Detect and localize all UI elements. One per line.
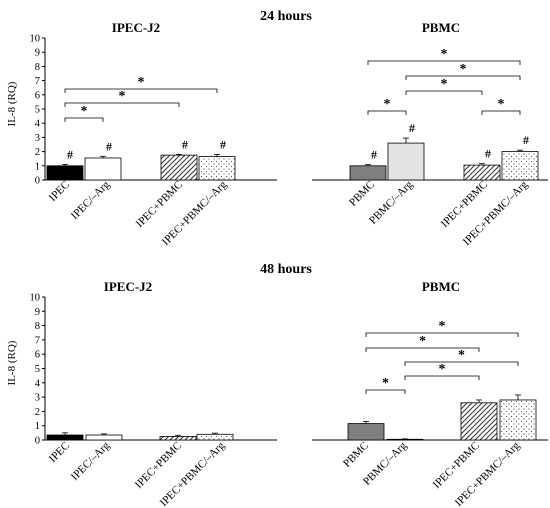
category-label: IPEC: [47, 179, 72, 204]
y-axis-48h: 0 1 2 3 4 5 6 7 8 9 10: [30, 293, 46, 447]
category-labels-24h-pbmc: PBMC PBMC/–Arg IPEC+PBMC IPEC+PBMC/–Arg: [347, 178, 530, 248]
y-tick-label: 2: [35, 407, 40, 418]
hash-mark: #: [409, 121, 415, 135]
y-axis-label-24h: IL-8 (RQ): [6, 81, 18, 126]
y-tick-label: 10: [30, 293, 41, 304]
chart-title-24h: 24 hours: [260, 9, 312, 24]
category-label: IPEC/–Arg: [69, 439, 113, 483]
bar: [47, 166, 83, 180]
bar: [86, 435, 122, 440]
hash-mark: #: [67, 147, 73, 161]
y-tick-label: 1: [35, 421, 40, 432]
chart-48h: 48 hours IPEC-J2 PBMC IL-8 (RQ) 0 1 2 3 4 5 6 7…: [6, 262, 548, 508]
significance-star: *: [138, 75, 145, 90]
y-tick-label: 8: [35, 321, 40, 332]
y-axis-24h: 0 1 2 3 4 5 6 7 8 9 10: [30, 34, 46, 187]
significance-star: *: [441, 77, 448, 92]
y-tick-label: 9: [35, 48, 40, 59]
bar: [388, 143, 424, 180]
chart-title-48h: 48 hours: [260, 262, 312, 277]
bar: [199, 157, 235, 180]
hash-mark: #: [220, 137, 226, 151]
panel-48h-ipec: [45, 433, 277, 440]
bar: [461, 403, 497, 440]
panel-title-24h-ipec: IPEC-J2: [112, 20, 160, 35]
panel-title-24h-pbmc: PBMC: [422, 20, 460, 35]
y-tick-label: 1: [35, 161, 40, 172]
significance-star: *: [441, 47, 448, 62]
y-tick-label: 6: [35, 90, 40, 101]
chart-24h: 24 hours IPEC-J2 PBMC IL-8 (RQ) 0 1 2 3 4 5 6 7…: [6, 9, 548, 248]
category-labels-48h-ipec: IPEC IPEC/–Arg IPEC+PBMC IPEC+PBMC/–Arg: [47, 439, 228, 508]
bar: [160, 436, 196, 440]
y-tick-label: 3: [35, 393, 40, 404]
significance-star: *: [384, 97, 391, 112]
panel-24h-pbmc: # # # # * * * * *: [312, 47, 548, 180]
bar: [348, 424, 384, 440]
y-tick-label: 10: [30, 34, 41, 45]
bar: [350, 166, 386, 180]
bar: [464, 165, 500, 180]
bar: [197, 434, 233, 440]
hash-mark: #: [106, 139, 112, 153]
y-tick-label: 4: [35, 119, 41, 130]
significance-star: *: [498, 97, 505, 112]
y-tick-label: 5: [35, 364, 40, 375]
y-tick-label: 3: [35, 133, 40, 144]
bar: [500, 400, 536, 440]
bar: [502, 152, 538, 180]
y-tick-label: 9: [35, 307, 40, 318]
y-tick-label: 6: [35, 350, 40, 361]
panel-24h-ipec: # # # # * * *: [45, 75, 277, 180]
bar: [161, 155, 197, 180]
category-labels-24h-ipec: IPEC IPEC/–Arg IPEC+PBMC IPEC+PBMC/–Arg: [47, 178, 230, 248]
significance-star: *: [382, 376, 389, 391]
category-label: PBMC: [347, 179, 377, 209]
panel-48h-pbmc: * * * * *: [312, 319, 548, 440]
y-tick-label: 0: [35, 436, 40, 447]
hash-mark: #: [485, 147, 491, 161]
panel-title-48h-pbmc: PBMC: [422, 279, 460, 294]
panel-title-48h-ipec: IPEC-J2: [104, 279, 152, 294]
hash-mark: #: [182, 137, 188, 151]
significance-star: *: [119, 89, 126, 104]
y-axis-label-48h: IL-8 (RQ): [6, 340, 18, 385]
hash-mark: #: [523, 133, 529, 147]
significance-star: *: [439, 362, 446, 377]
significance-star: *: [458, 348, 465, 363]
hash-mark: #: [371, 148, 377, 162]
y-tick-label: 0: [35, 176, 40, 187]
y-tick-label: 5: [35, 105, 40, 116]
significance-star: *: [439, 319, 446, 334]
y-tick-label: 4: [35, 378, 41, 389]
significance-star: *: [460, 62, 467, 77]
significance-star: *: [81, 104, 88, 119]
y-tick-label: 7: [35, 76, 40, 87]
bar: [387, 439, 423, 440]
bar: [47, 435, 83, 440]
category-labels-48h-pbmc: PBMC PBMC/–Arg IPEC+PBMC IPEC+PBMC/–Arg: [341, 439, 522, 508]
y-tick-label: 7: [35, 335, 40, 346]
category-label: PBMC: [341, 440, 371, 470]
bar: [85, 158, 121, 180]
category-label: IPEC: [47, 440, 72, 465]
category-label: IPEC/–Arg: [69, 178, 113, 222]
y-tick-label: 8: [35, 62, 40, 73]
significance-star: *: [419, 334, 426, 349]
y-tick-label: 2: [35, 147, 40, 158]
